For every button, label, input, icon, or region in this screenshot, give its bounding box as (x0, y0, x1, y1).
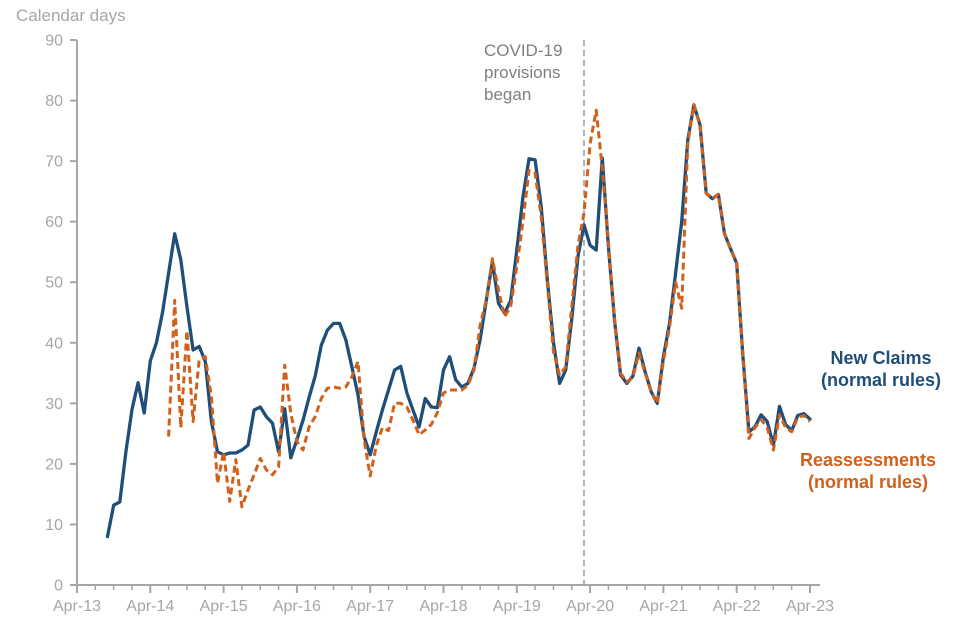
legend-reassessments-line2: (normal rules) (807, 472, 929, 492)
y-tick-label: 30 (45, 396, 63, 413)
legend-reassessments: Reassessments (normal rules) (778, 449, 958, 493)
y-tick-label: 70 (45, 154, 63, 171)
x-tick-label: Apr-19 (493, 598, 541, 615)
x-tick-label: Apr-22 (713, 598, 761, 615)
legend-new-claims-line2: (normal rules) (820, 370, 942, 390)
y-tick-label: 40 (45, 335, 63, 352)
y-tick-label: 90 (45, 33, 63, 50)
reassessments-line (167, 103, 812, 509)
x-tick-label: Apr-21 (639, 598, 687, 615)
y-tick-label: 20 (45, 456, 63, 473)
y-tick-label: 10 (45, 517, 63, 534)
x-tick-label: Apr-20 (566, 598, 614, 615)
y-tick-label: 0 (54, 578, 63, 595)
x-tick-label: Apr-18 (419, 598, 467, 615)
x-tick-label: Apr-15 (200, 598, 248, 615)
y-tick-label: 60 (45, 214, 63, 231)
legend-new-claims: New Claims (normal rules) (806, 347, 956, 391)
x-tick-label: Apr-13 (53, 598, 101, 615)
legend-new-claims-line1: New Claims (830, 348, 932, 368)
covid-annotation: COVID-19 provisions began (484, 41, 563, 104)
y-tick-label: 50 (45, 275, 63, 292)
x-tick-label: Apr-16 (273, 598, 321, 615)
legend-reassessments-line1: Reassessments (799, 450, 937, 470)
y-tick-label: 80 (45, 93, 63, 110)
x-tick-label: Apr-14 (126, 598, 174, 615)
x-tick-label: Apr-23 (786, 598, 834, 615)
x-tick-label: Apr-17 (346, 598, 394, 615)
y-axis-title: Calendar days (16, 6, 126, 25)
